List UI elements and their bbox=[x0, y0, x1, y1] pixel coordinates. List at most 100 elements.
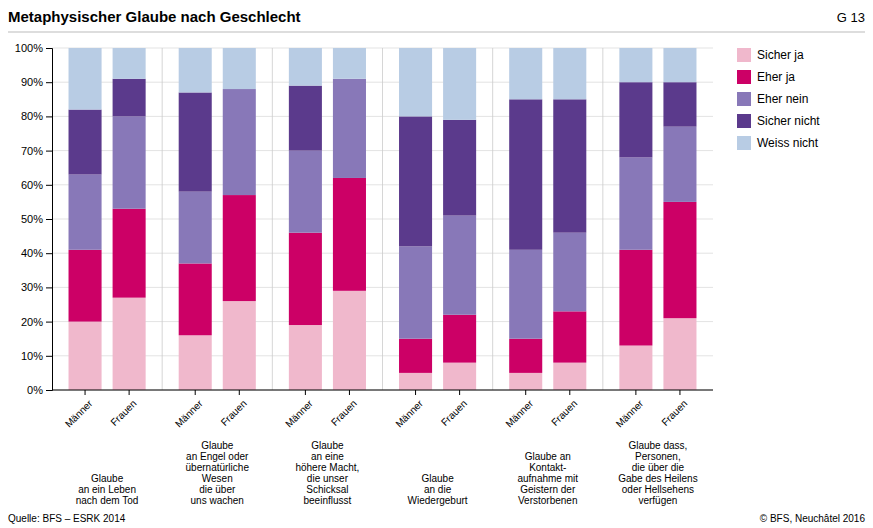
x-tick-label: Männer bbox=[63, 397, 95, 429]
x-tick-mark bbox=[239, 390, 240, 395]
x-tick: Frauen bbox=[329, 390, 359, 428]
legend: Sicher jaEher jaEher neinSicher nichtWei… bbox=[737, 48, 820, 150]
bar-segment bbox=[113, 48, 146, 79]
legend-item: Sicher nicht bbox=[737, 114, 820, 128]
x-tick-mark bbox=[129, 390, 130, 395]
bar-segment bbox=[399, 246, 432, 338]
bar-segment bbox=[113, 298, 146, 390]
series bbox=[69, 48, 697, 120]
y-tick: 50% bbox=[21, 213, 52, 225]
bar-segment bbox=[509, 373, 542, 390]
x-tick-mark bbox=[459, 390, 460, 395]
title-rule bbox=[8, 32, 865, 33]
legend-label: Eher nein bbox=[757, 92, 808, 106]
x-tick-label: Frauen bbox=[549, 398, 579, 428]
x-axis: Männer Frauen Männer Frauen Männer Frauen Männ… bbox=[52, 390, 713, 429]
y-tick-label: 80% bbox=[21, 110, 43, 122]
bar-segment bbox=[619, 82, 652, 157]
bar-segment bbox=[333, 291, 366, 390]
bar-segment bbox=[223, 195, 256, 301]
bar-segment bbox=[289, 233, 322, 325]
y-tick: 60% bbox=[21, 179, 52, 191]
y-tick-mark bbox=[46, 48, 52, 49]
x-tick-label: Männer bbox=[173, 397, 205, 429]
x-tick: Frauen bbox=[219, 390, 249, 428]
bar-segment bbox=[399, 48, 432, 116]
bar-segment bbox=[553, 363, 586, 390]
x-tick-label: Frauen bbox=[219, 398, 249, 428]
y-tick-label: 20% bbox=[21, 316, 43, 328]
group-label: Glaubean Engel oderübernatürlicheWesendi… bbox=[186, 440, 250, 506]
bar-segment bbox=[289, 151, 322, 233]
bar-segment bbox=[223, 48, 256, 89]
bar-segment bbox=[69, 110, 102, 175]
y-tick-mark bbox=[46, 185, 52, 186]
group-divider bbox=[602, 48, 603, 390]
bar-segment bbox=[619, 346, 652, 390]
bar-segment bbox=[443, 315, 476, 363]
group-label: Glaubean ein Lebennach dem Tod bbox=[76, 473, 139, 506]
y-tick: 70% bbox=[21, 145, 52, 157]
group-label: Glaube dass,Personen,die über dieGabe de… bbox=[618, 440, 698, 506]
group-label: Glaubean dieWiedergeburt bbox=[408, 473, 468, 506]
x-tick: Männer bbox=[173, 390, 205, 429]
title-right: G 13 bbox=[837, 10, 865, 25]
x-tick-mark bbox=[635, 390, 636, 395]
bar-segment bbox=[663, 202, 696, 318]
group-divider bbox=[272, 48, 273, 390]
legend-label: Eher ja bbox=[757, 70, 795, 84]
x-tick: Frauen bbox=[108, 390, 138, 428]
y-tick-label: 10% bbox=[21, 350, 43, 362]
x-tick: Männer bbox=[63, 390, 95, 429]
bar-segment bbox=[553, 233, 586, 312]
x-tick: Männer bbox=[614, 390, 646, 429]
x-tick-label: Frauen bbox=[108, 398, 138, 428]
bar-segment bbox=[289, 325, 322, 390]
bar-segment bbox=[69, 175, 102, 250]
plot: 0%10%20%30%40%50%60%70%80%90%100%MännerF… bbox=[15, 42, 713, 429]
y-tick-mark bbox=[46, 356, 52, 357]
x-tick-label: Männer bbox=[503, 397, 535, 429]
bar-segment bbox=[333, 48, 366, 79]
bar-segment bbox=[333, 178, 366, 291]
y-tick-mark bbox=[46, 253, 52, 254]
x-tick-mark bbox=[305, 390, 306, 395]
bar-segment bbox=[179, 263, 212, 335]
bar-segment bbox=[399, 373, 432, 390]
source-left: Quelle: BFS – ESRK 2014 bbox=[8, 513, 126, 524]
y-tick: 40% bbox=[21, 247, 52, 259]
bar-segment bbox=[113, 209, 146, 298]
x-tick: Männer bbox=[393, 390, 425, 429]
bar-segment bbox=[179, 335, 212, 390]
group-divider bbox=[382, 48, 383, 390]
legend-swatch bbox=[737, 136, 751, 150]
group-divider bbox=[492, 48, 493, 390]
bar-segment bbox=[553, 99, 586, 232]
bar-segment bbox=[663, 48, 696, 82]
x-axis-line bbox=[52, 390, 713, 391]
bar-segment bbox=[399, 116, 432, 246]
bar-segment bbox=[509, 99, 542, 249]
bar-segment bbox=[619, 157, 652, 249]
bar-segment bbox=[553, 48, 586, 99]
x-tick-mark bbox=[349, 390, 350, 395]
bar-segment bbox=[663, 318, 696, 390]
y-tick-mark bbox=[46, 116, 52, 117]
x-tick-mark bbox=[415, 390, 416, 395]
x-tick-label: Männer bbox=[283, 397, 315, 429]
legend-item: Eher nein bbox=[737, 92, 808, 106]
grid bbox=[52, 48, 713, 390]
bar-segment bbox=[553, 311, 586, 362]
group-label: Glaubean einehöhere Macht,die unserSchic… bbox=[295, 440, 359, 506]
bar-segment bbox=[223, 301, 256, 390]
bar-segment bbox=[69, 322, 102, 390]
y-tick-mark bbox=[46, 390, 52, 391]
x-tick-mark bbox=[85, 390, 86, 395]
legend-item: Eher ja bbox=[737, 70, 795, 84]
y-tick-label: 30% bbox=[21, 281, 43, 293]
bar-segment bbox=[289, 86, 322, 151]
bar-segment bbox=[399, 339, 432, 373]
y-tick-label: 40% bbox=[21, 247, 43, 259]
y-tick-mark bbox=[46, 287, 52, 288]
bar-segment bbox=[223, 89, 256, 195]
